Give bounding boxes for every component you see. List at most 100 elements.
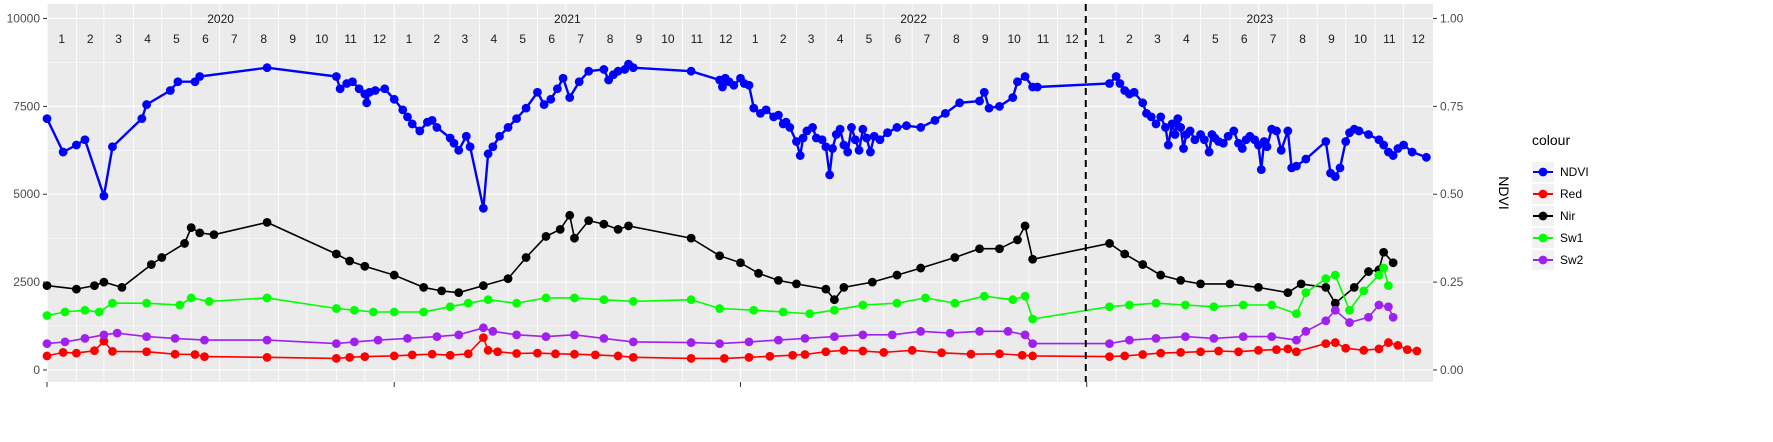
data-point (686, 338, 696, 347)
data-point (829, 295, 839, 305)
data-point (1330, 305, 1340, 315)
data-point (1402, 345, 1412, 355)
legend-key-point (1538, 211, 1548, 221)
data-point (686, 295, 696, 305)
data-point (1272, 345, 1281, 355)
data-point (1412, 346, 1422, 356)
data-point (850, 135, 860, 145)
data-point (867, 277, 877, 287)
data-point (715, 304, 725, 313)
data-point (1196, 347, 1205, 357)
month-label: 1 (752, 32, 759, 46)
data-point (821, 284, 831, 294)
data-point (995, 101, 1004, 111)
data-point (975, 326, 984, 336)
data-point (1379, 247, 1389, 257)
data-point (1138, 260, 1148, 269)
data-point (955, 98, 965, 108)
data-point (858, 330, 868, 340)
data-point (1180, 300, 1190, 310)
month-label: 10 (1007, 32, 1021, 46)
data-point (892, 298, 902, 308)
legend-label: Red (1560, 187, 1582, 201)
data-point (419, 282, 429, 292)
data-point (483, 345, 493, 355)
data-point (829, 332, 839, 342)
legend-key-point (1538, 233, 1548, 243)
data-point (1254, 282, 1263, 292)
data-point (565, 210, 575, 220)
data-point (1017, 350, 1027, 360)
data-point (1028, 314, 1038, 324)
month-label: 6 (548, 32, 555, 46)
data-point (503, 123, 513, 132)
data-point (1421, 152, 1431, 162)
data-point (142, 100, 152, 109)
data-point (1291, 161, 1301, 171)
month-label: 12 (1065, 32, 1079, 46)
data-point (1330, 298, 1340, 308)
data-point (858, 300, 868, 310)
legend-key-point (1538, 189, 1548, 199)
data-point (916, 123, 926, 132)
legend-item-red: Red (1532, 184, 1582, 204)
data-point (170, 333, 180, 343)
data-point (599, 65, 609, 74)
data-point (108, 346, 117, 356)
data-point (432, 123, 442, 132)
data-point (1028, 351, 1038, 361)
data-point (715, 339, 725, 349)
month-label: 5 (519, 32, 526, 46)
data-point (719, 353, 729, 363)
data-point (403, 333, 412, 343)
data-point (1283, 288, 1293, 298)
data-point (262, 63, 272, 73)
data-point (370, 86, 380, 95)
data-point (437, 286, 447, 296)
data-point (570, 293, 579, 303)
series-layer (42, 4, 1431, 382)
data-point (503, 274, 513, 283)
month-label: 4 (1183, 32, 1190, 46)
data-point (599, 219, 609, 229)
data-point (478, 281, 488, 291)
data-point (839, 345, 849, 355)
data-point (945, 328, 955, 338)
y-tick-label-left: 7500 (13, 99, 40, 113)
month-label: 3 (115, 32, 122, 46)
data-point (1028, 339, 1038, 349)
data-point (937, 348, 946, 358)
data-point (555, 224, 565, 234)
data-point (1254, 345, 1263, 355)
month-label: 9 (982, 32, 989, 46)
y-tick-label-right: 0.25 (1440, 275, 1464, 289)
data-point (1364, 312, 1373, 322)
data-point (186, 223, 196, 233)
data-point (847, 123, 856, 132)
data-point (99, 191, 109, 201)
data-point (331, 304, 341, 313)
data-point (854, 145, 864, 155)
data-point (454, 145, 464, 155)
month-label: 2 (1126, 32, 1133, 46)
data-point (975, 96, 984, 106)
data-point (950, 298, 960, 308)
data-point (1138, 350, 1148, 359)
legend-label: Sw2 (1560, 253, 1584, 267)
month-label: 10 (661, 32, 675, 46)
data-point (744, 352, 754, 362)
data-point (186, 293, 196, 303)
data-point (1176, 123, 1186, 132)
data-point (445, 302, 455, 312)
data-point (80, 333, 90, 343)
data-point (1146, 112, 1156, 122)
data-point (1374, 300, 1384, 310)
data-point (533, 87, 542, 97)
data-point (99, 277, 109, 287)
data-point (1120, 351, 1130, 361)
data-point (1033, 82, 1042, 92)
data-point (686, 233, 696, 243)
month-label: 7 (231, 32, 238, 46)
data-point (1138, 98, 1148, 108)
